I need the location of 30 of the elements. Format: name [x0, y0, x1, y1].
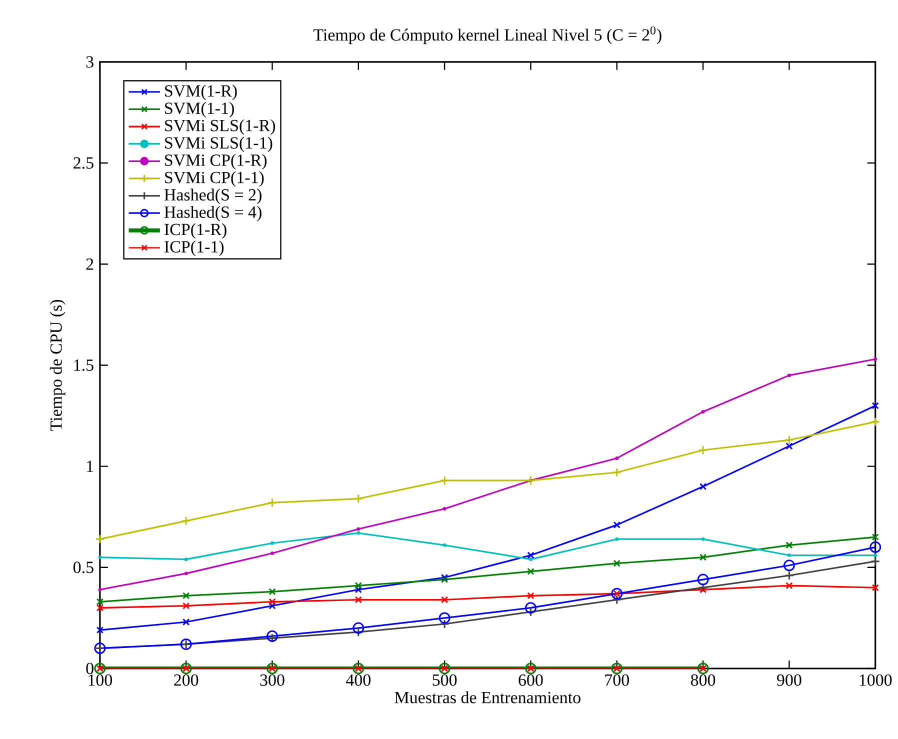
- legend-label: SVM(1-1): [165, 102, 234, 118]
- x-tick-label: 1000: [860, 674, 892, 686]
- x-tick-label: 800: [690, 674, 716, 686]
- legend-label: Hashed(S = 4): [164, 206, 262, 222]
- y-tick-label: 1.5: [74, 359, 94, 371]
- y-tick-label: 3: [86, 56, 94, 68]
- x-tick-label: 100: [88, 674, 112, 686]
- legend-label: SVMi CP(1-R): [165, 154, 267, 170]
- y-tick-label: 2.5: [74, 157, 94, 169]
- x-tick-label: 400: [346, 674, 371, 686]
- x-tick-label: 900: [777, 674, 802, 686]
- y-tick-label: 0.5: [73, 561, 94, 573]
- y-tick-label: 2: [86, 258, 94, 270]
- y-tick-label: 0: [86, 662, 94, 674]
- x-tick-label: 600: [518, 674, 543, 686]
- legend-label: Hashed(S = 2): [164, 188, 262, 204]
- x-tick-label: 300: [260, 674, 284, 686]
- x-tick-label: 700: [605, 674, 629, 686]
- y-axis-title: Tiempo de CPU (s): [50, 300, 66, 431]
- x-tick-label: 200: [174, 674, 198, 686]
- legend-label: ICP(1-1): [164, 240, 224, 256]
- legend-label: SVMi SLS(1-1): [165, 136, 272, 152]
- chart-title: Tiempo de Cómputo kernel Lineal Nivel 5 (C = 2$^{0}$): [313, 26, 662, 44]
- legend-label: SVMi SLS(1-R): [165, 119, 276, 135]
- legend-label: SVMi CP(1-1): [165, 171, 264, 186]
- x-tick-label: 500: [432, 674, 457, 686]
- legend-label: ICP(1-R): [164, 223, 226, 238]
- y-tick-label: 1: [87, 460, 94, 472]
- legend-label: SVM(1-R): [165, 84, 237, 100]
- x-axis-title: Muestras de Entrenamiento: [394, 691, 580, 704]
